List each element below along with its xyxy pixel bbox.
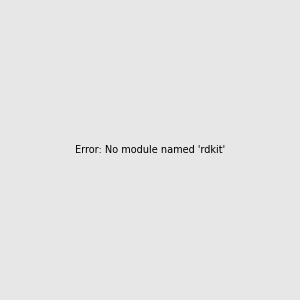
Text: Error: No module named 'rdkit': Error: No module named 'rdkit' [75,145,225,155]
